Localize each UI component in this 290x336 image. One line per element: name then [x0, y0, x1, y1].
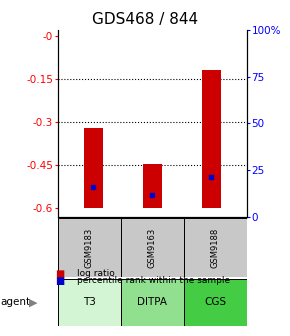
Text: T3: T3	[83, 297, 96, 307]
Text: GSM9188: GSM9188	[211, 228, 220, 268]
Text: ■: ■	[55, 269, 64, 279]
Bar	[121, 279, 184, 326]
Text: CGS: CGS	[204, 297, 226, 307]
Text: GDS468 / 844: GDS468 / 844	[92, 12, 198, 27]
Bar	[58, 279, 121, 326]
Bar	[84, 128, 103, 208]
Text: percentile rank within the sample: percentile rank within the sample	[77, 276, 230, 285]
Bar	[202, 71, 221, 208]
Text: ■: ■	[55, 276, 64, 286]
Text: ▶: ▶	[29, 297, 37, 307]
Bar	[121, 218, 184, 277]
Bar	[58, 218, 121, 277]
Text: DITPA: DITPA	[137, 297, 167, 307]
Text: log ratio: log ratio	[77, 269, 115, 278]
Bar	[184, 279, 246, 326]
Text: agent: agent	[1, 297, 31, 307]
Bar	[143, 164, 162, 208]
Text: GSM9183: GSM9183	[85, 228, 94, 268]
Text: GSM9163: GSM9163	[148, 228, 157, 268]
Bar	[184, 218, 246, 277]
